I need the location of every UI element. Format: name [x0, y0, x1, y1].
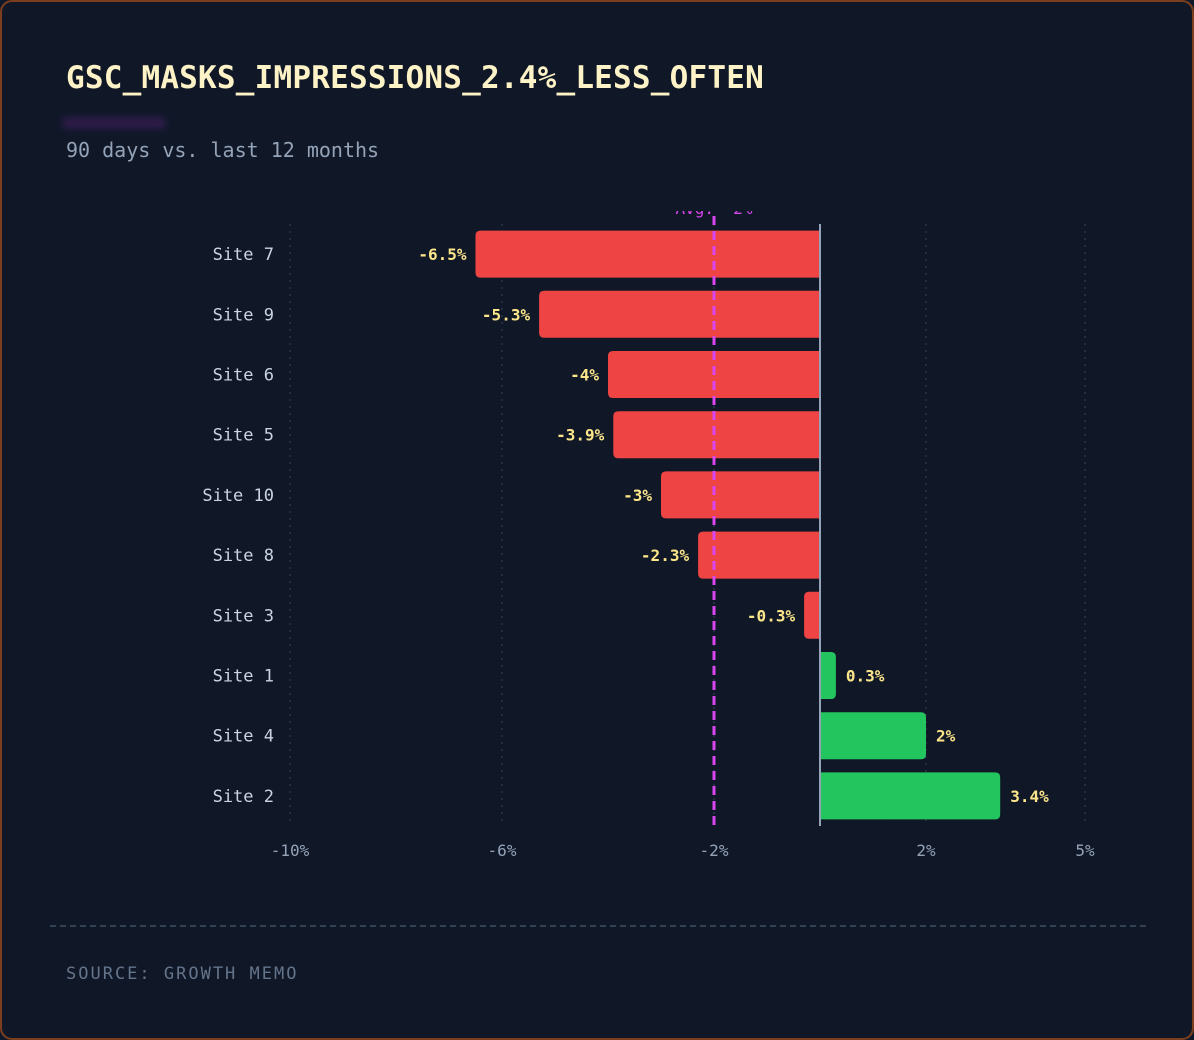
- y-tick-label: Site 3: [213, 606, 274, 626]
- data-label: -4%: [570, 366, 599, 385]
- x-tick-label: 5%: [1075, 841, 1095, 860]
- x-tick-label: -2%: [700, 841, 729, 860]
- data-label: -0.3%: [747, 606, 796, 625]
- x-tick-label: -10%: [271, 841, 310, 860]
- y-tick-label: Site 8: [213, 546, 274, 566]
- data-label: -3.9%: [556, 426, 605, 445]
- chart-title: GSC_MASKS_IMPRESSIONS_2.4%_LESS_OFTEN: [66, 60, 764, 96]
- bar-site-9: [539, 290, 820, 338]
- bar-site-1: [820, 652, 836, 699]
- source-note: SOURCE: GROWTH MEMO: [66, 964, 299, 984]
- y-tick-label: Site 6: [213, 366, 274, 386]
- bar-site-10: [661, 471, 820, 519]
- x-tick-label: 2%: [916, 841, 936, 860]
- data-label: -3%: [623, 486, 652, 505]
- bar-site-2: [820, 772, 1001, 820]
- chart-subtitle: 90 days vs. last 12 months: [66, 138, 380, 162]
- bar-site-3: [804, 591, 820, 639]
- x-tick-label: -6%: [488, 841, 517, 860]
- y-tick-label: Site 9: [213, 305, 274, 325]
- bar-site-8: [698, 531, 820, 579]
- bar-site-5: [613, 411, 820, 459]
- footer-divider: [50, 925, 1146, 927]
- y-tick-label: Site 4: [213, 727, 274, 747]
- data-label: -6.5%: [418, 245, 467, 264]
- title-accent-bar: [66, 121, 162, 125]
- y-tick-label: Site 1: [213, 667, 274, 687]
- y-tick-label: Site 7: [213, 245, 274, 265]
- data-label: 2%: [936, 727, 956, 746]
- data-label: -5.3%: [482, 305, 531, 324]
- data-label: 3.4%: [1010, 787, 1049, 806]
- y-tick-label: Site 2: [213, 787, 274, 807]
- bar-chart: -10% -6% -2% 2% 5% Site 7 -6.5% Site 9 -5.3% Site…: [202, 199, 1095, 860]
- data-label: -2.3%: [641, 546, 690, 565]
- bar-site-7: [475, 230, 820, 278]
- bar-site-4: [820, 712, 926, 760]
- y-tick-label: Site 10: [202, 486, 274, 506]
- y-tick-label: Site 5: [213, 426, 274, 446]
- data-label: 0.3%: [846, 667, 885, 686]
- average-label: Avg: -2%: [675, 199, 752, 218]
